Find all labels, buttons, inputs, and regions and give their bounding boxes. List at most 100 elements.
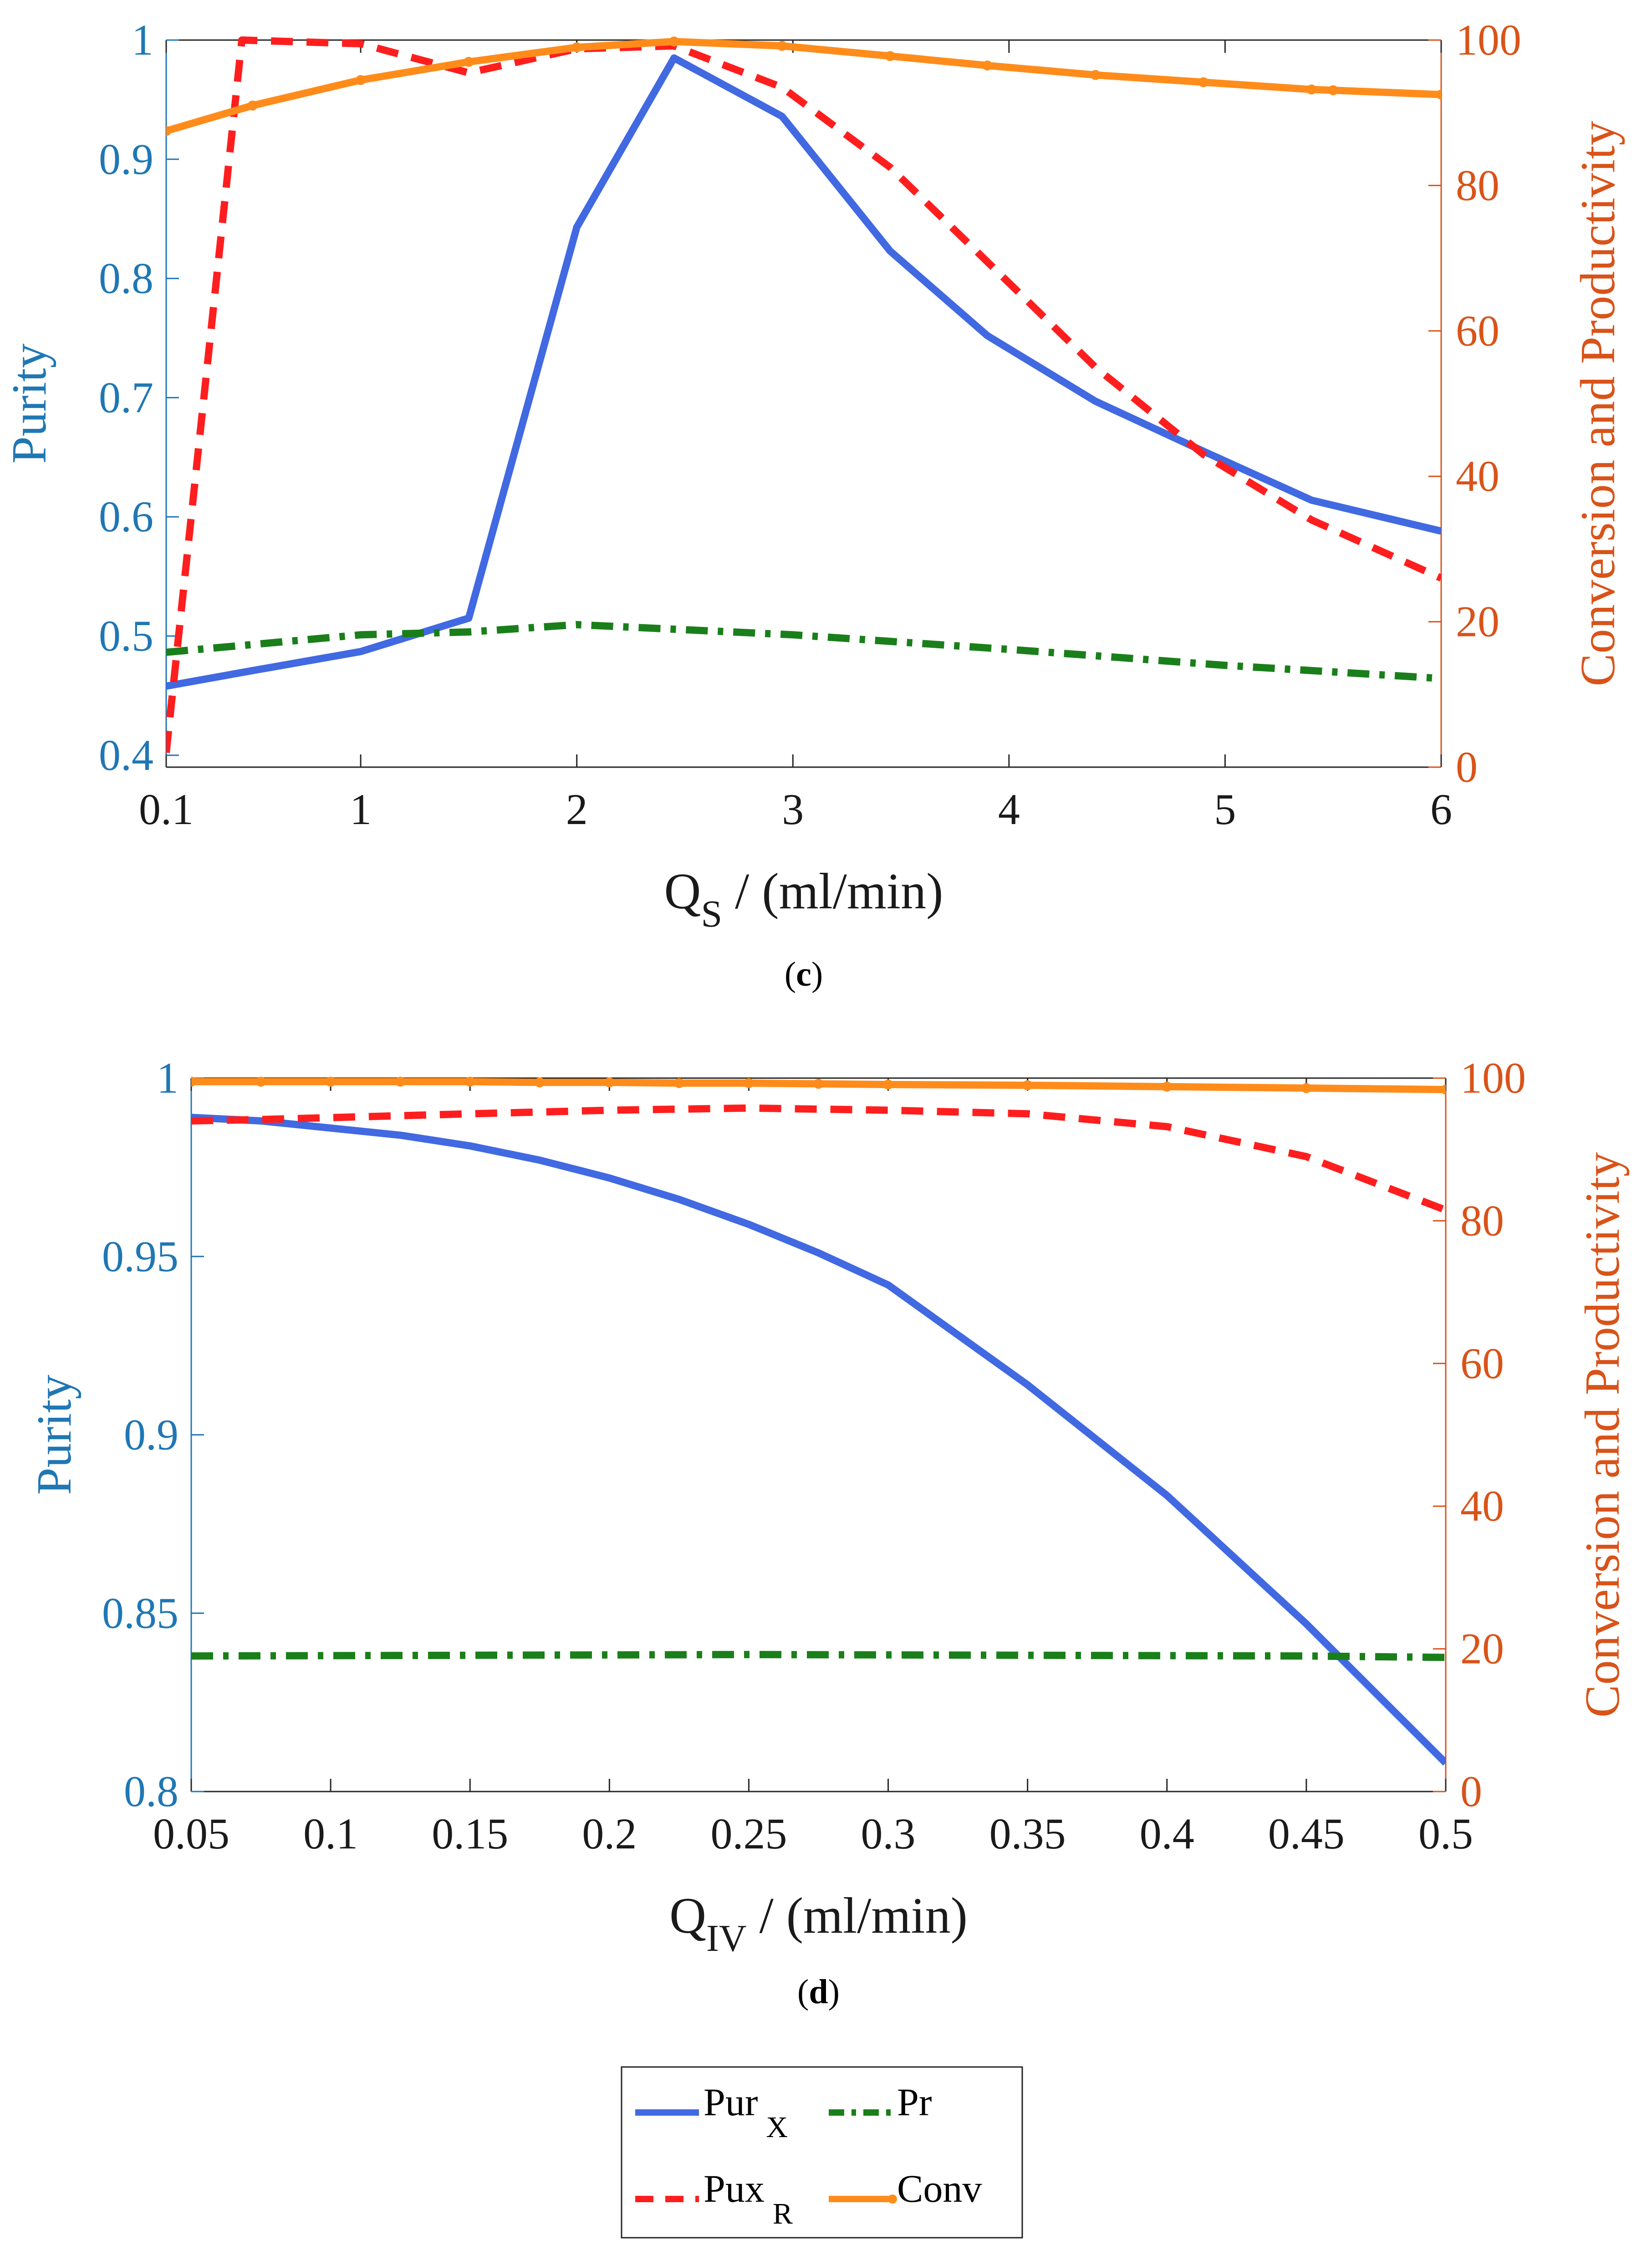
legend-label-pur_x: PurX xyxy=(704,2080,788,2144)
plot-area xyxy=(191,1076,1446,1766)
left-y-axis-title: Purity xyxy=(2,343,56,463)
panel-caption-close: ) xyxy=(811,955,823,993)
left-y-tick-label: 1 xyxy=(132,15,153,64)
x-tick-label: 0.3 xyxy=(861,1809,916,1858)
x-tick-label: 0.15 xyxy=(432,1809,508,1858)
plot-area xyxy=(166,36,1441,753)
series-point-conv xyxy=(326,1076,336,1087)
legend-item-pr: Pr xyxy=(829,2080,932,2124)
x-tick-label: 0.2 xyxy=(582,1809,637,1858)
right-y-tick-label: 100 xyxy=(1460,1054,1526,1102)
panel-c: 0.1 1 2 3 4 5 6 0.4 0.5 0.6 0.7 0.8 0.9 1 0 20 40 60 80 100… xyxy=(2,15,1625,993)
legend-item-conv: Conv xyxy=(829,2167,982,2210)
panel-caption: (d) xyxy=(797,1973,840,2011)
x-tick-label: 5 xyxy=(1214,785,1236,834)
x-axis-title: QIV / (ml/min) xyxy=(669,1888,968,1960)
series-point-conv xyxy=(982,60,993,71)
legend-label-main: Pr xyxy=(897,2080,932,2124)
legend-marker-conv xyxy=(888,2194,897,2204)
right-y-tick-label: 100 xyxy=(1456,15,1521,64)
x-tick-label: 3 xyxy=(782,785,804,834)
x-axis-title-main: Q xyxy=(669,1888,706,1944)
right-y-axis-title: Conversion and Productivity xyxy=(1576,1152,1630,1718)
legend-item-pux_r: PuxR xyxy=(635,2167,793,2230)
x-tick-label: 1 xyxy=(350,785,372,834)
legend-label-pux_r: PuxR xyxy=(704,2167,793,2230)
left-y-tick-label: 0.7 xyxy=(99,373,153,422)
left-y-tick-label: 0.4 xyxy=(99,731,153,779)
left-y-axis-title: Purity xyxy=(27,1374,82,1495)
legend-label-main: Conv xyxy=(897,2167,982,2210)
series-line-conv xyxy=(166,38,1441,135)
right-y-tick-label: 40 xyxy=(1456,452,1499,500)
x-tick-label: 0.05 xyxy=(153,1809,229,1858)
legend-label-subscript: R xyxy=(773,2197,793,2230)
x-tick-label: 0.35 xyxy=(989,1809,1066,1858)
series-point-conv xyxy=(1328,85,1338,96)
series-point-conv xyxy=(191,1076,196,1087)
right-y-tick-label: 0 xyxy=(1456,743,1478,791)
left-y-tick-label: 0.95 xyxy=(102,1232,178,1281)
right-y-tick-label: 80 xyxy=(1460,1196,1504,1245)
x-tick-label: 0.45 xyxy=(1268,1809,1345,1858)
series-point-conv xyxy=(674,1078,684,1088)
series-point-conv xyxy=(883,1079,893,1090)
x-tick-label: 2 xyxy=(566,785,588,834)
legend: PurX Pr PuxR Conv xyxy=(621,2066,1023,2239)
series-point-conv xyxy=(464,56,474,67)
series-point-conv xyxy=(1306,84,1317,95)
series-point-conv xyxy=(535,1077,545,1088)
series-point-conv xyxy=(885,51,895,61)
series-point-conv xyxy=(1301,1083,1311,1093)
right-y-tick-label: 20 xyxy=(1460,1624,1504,1673)
panel-caption: (c) xyxy=(785,955,823,993)
right-y-tick-label: 20 xyxy=(1456,597,1499,646)
left-y-tick-label: 0.5 xyxy=(99,611,153,660)
series-line-pr xyxy=(191,1651,1446,1661)
series-point-conv xyxy=(356,75,366,85)
panel-caption-letter: c xyxy=(796,955,811,993)
series-point-conv xyxy=(256,1076,266,1087)
x-tick-label: 0.25 xyxy=(710,1809,787,1858)
x-tick-label: 0.4 xyxy=(1140,1809,1194,1858)
series-point-conv xyxy=(1162,1081,1172,1092)
legend-label-conv: Conv xyxy=(897,2167,982,2210)
panels: 0.1 1 2 3 4 5 60.40.50.60.70.80.91020406080100… xyxy=(2,15,1630,2011)
series-line-pux_r xyxy=(191,1104,1446,1214)
right-y-tick-label: 60 xyxy=(1460,1339,1504,1388)
series-point-conv xyxy=(1022,1080,1033,1090)
series-line-pux_r xyxy=(166,36,1441,753)
series-point-conv xyxy=(669,36,679,47)
series-point-conv xyxy=(247,100,258,111)
legend-label-pr: Pr xyxy=(897,2080,932,2124)
series-point-conv xyxy=(166,126,171,136)
right-y-tick-label: 40 xyxy=(1460,1481,1504,1530)
x-axis-title-main: Q xyxy=(664,863,701,920)
series-point-conv xyxy=(744,1078,754,1088)
left-y-tick-label: 0.6 xyxy=(99,492,153,541)
series-point-conv xyxy=(777,41,787,51)
left-y-tick-label: 0.9 xyxy=(99,135,153,183)
legend-box xyxy=(621,2066,1023,2239)
panel-d: 0.05 0.1 0.15 0.2 0.25 0.3 0.35 0.4 0.45 0.5 0.8 0.… xyxy=(27,1054,1630,2011)
series-point-conv xyxy=(1198,77,1208,87)
x-axis-title-subscript: S xyxy=(701,893,722,935)
series-point-conv xyxy=(1436,89,1441,100)
legend-label-main: Pux xyxy=(704,2167,765,2210)
series-point-conv xyxy=(571,42,582,52)
right-y-tick-label: 60 xyxy=(1456,306,1499,355)
legend-label-subscript: X xyxy=(766,2111,788,2144)
left-y-tick-label: 0.9 xyxy=(124,1410,178,1459)
panel-caption-open: ( xyxy=(785,955,796,993)
x-axis-title-units: / (ml/min) xyxy=(747,1888,968,1944)
series-point-conv xyxy=(465,1076,475,1087)
panel-caption-close: ) xyxy=(828,1973,840,2011)
series-point-conv xyxy=(813,1079,824,1089)
left-y-tick-label: 0.8 xyxy=(124,1767,178,1816)
series-point-conv xyxy=(604,1077,615,1088)
x-axis-title-subscript: IV xyxy=(706,1917,747,1960)
legend-label-main: Pur xyxy=(704,2080,758,2124)
x-tick-label: 0.1 xyxy=(139,785,194,834)
panel-caption-open: ( xyxy=(797,1973,809,2011)
